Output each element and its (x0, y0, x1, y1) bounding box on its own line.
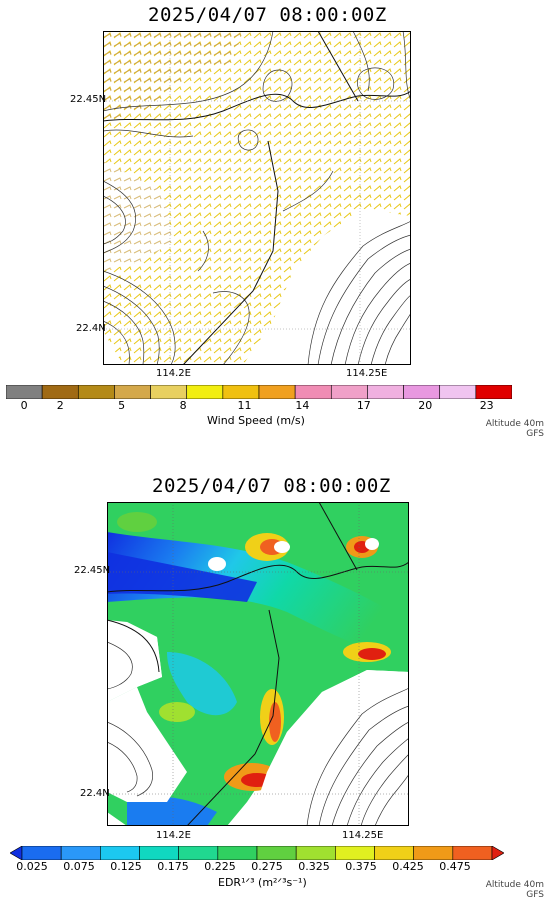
panel2-lon-label-2: 114.25E (342, 830, 384, 841)
colorbar-tick-label: 0.425 (392, 860, 424, 873)
colorbar-tick-label: 0.175 (157, 860, 189, 873)
colorbar-segment (114, 385, 151, 399)
panel1-colorbar (6, 385, 512, 399)
panel2-model: GFS (526, 890, 544, 900)
colorbar-segment (491, 846, 504, 860)
colorbar-segment (452, 846, 493, 860)
colorbar-tick-label: 17 (356, 399, 371, 412)
wind-barb-field (103, 31, 411, 365)
panel2-lat-label-1: 22.45N (74, 565, 111, 576)
colorbar-tick-label: 0.275 (251, 860, 283, 873)
colorbar-tick-label: 23 (479, 399, 494, 412)
colorbar-segment (367, 385, 404, 399)
panel2-title: 2025/04/07 08:00:00Z (152, 475, 391, 497)
colorbar-segment (475, 385, 512, 399)
colorbar-segment (186, 385, 224, 399)
edr-colorbar-svg (10, 846, 504, 860)
colorbar-segment (222, 385, 260, 399)
colorbar-segment (330, 385, 368, 399)
panel2-colorbar (10, 846, 504, 860)
colorbar-tick-label: 0.025 (16, 860, 48, 873)
colorbar-segment (403, 385, 441, 399)
panel2-meta: Altitude 40m GFS (486, 880, 544, 900)
panel1-lon-label-2: 114.25E (346, 368, 388, 379)
panel1-title: 2025/04/07 08:00:00Z (148, 4, 387, 26)
colorbar-segment (150, 385, 188, 399)
colorbar-segment (139, 846, 179, 860)
colorbar-segment (178, 846, 219, 860)
panel1-lat-label-2: 22.4N (76, 323, 106, 334)
colorbar-segment (41, 385, 79, 399)
colorbar-segment (10, 846, 23, 860)
panel1-map (103, 31, 411, 365)
colorbar-tick-label: 0.325 (298, 860, 330, 873)
panel1-lon-label-1: 114.2E (156, 368, 191, 379)
colorbar-tick-label: 8 (179, 399, 187, 412)
colorbar-segment (256, 846, 297, 860)
panel2-altitude: Altitude 40m (485, 880, 544, 890)
panel1-model: GFS (526, 429, 544, 439)
coastline (103, 31, 411, 365)
panel2-colorbar-label: EDR¹ᐟ³ (m²ᐟ³s⁻¹) (218, 876, 307, 889)
colorbar-tick-label: 14 (295, 399, 310, 412)
edr-terrain-contours (107, 641, 409, 826)
panel1-colorbar-ticks: 0 2 5 8 11 14 17 20 23 (6, 399, 512, 413)
colorbar-segment (258, 385, 296, 399)
colorbar-segment (100, 846, 140, 860)
panel2-lat-label-2: 22.4N (80, 788, 110, 799)
panel2-lon-label-1: 114.2E (156, 830, 191, 841)
terrain-contours (103, 31, 411, 365)
panel2-map (107, 502, 409, 826)
colorbar-tick-label: 0.125 (110, 860, 142, 873)
colorbar-tick-label: 0 (20, 399, 28, 412)
edr-map-svg (107, 502, 409, 826)
colorbar-tick-label: 2 (56, 399, 64, 412)
colorbar-segment (374, 846, 414, 860)
colorbar-segment (413, 846, 454, 860)
colorbar-segment (295, 846, 336, 860)
edr-coastline (107, 502, 409, 826)
colorbar-segment (439, 385, 477, 399)
colorbar-segment (6, 385, 43, 399)
colorbar-segment (217, 846, 258, 860)
colorbar-segment (60, 846, 101, 860)
colorbar-segment (21, 846, 62, 860)
colorbar-segment (77, 385, 115, 399)
colorbar-tick-label: 5 (118, 399, 126, 412)
colorbar-segment (335, 846, 375, 860)
colorbar-tick-label: 0.475 (439, 860, 471, 873)
panel1-lat-label-1: 22.45N (70, 94, 107, 105)
panel2-colorbar-ticks: 0.025 0.075 0.125 0.175 0.225 0.275 0.325 0.375… (10, 860, 504, 874)
colorbar-tick-label: 0.375 (345, 860, 377, 873)
colorbar-tick-label: 0.225 (204, 860, 236, 873)
colorbar-segment (294, 385, 332, 399)
colorbar-tick-label: 11 (237, 399, 252, 412)
panel1-colorbar-label: Wind Speed (m/s) (207, 414, 305, 427)
panel1-altitude: Altitude 40m (485, 419, 544, 429)
panel1-meta: Altitude 40m GFS (486, 419, 544, 439)
wind-map-svg (103, 31, 411, 365)
colorbar-tick-label: 0.075 (63, 860, 95, 873)
colorbar-tick-label: 20 (418, 399, 433, 412)
wind-colorbar-svg (6, 385, 512, 399)
